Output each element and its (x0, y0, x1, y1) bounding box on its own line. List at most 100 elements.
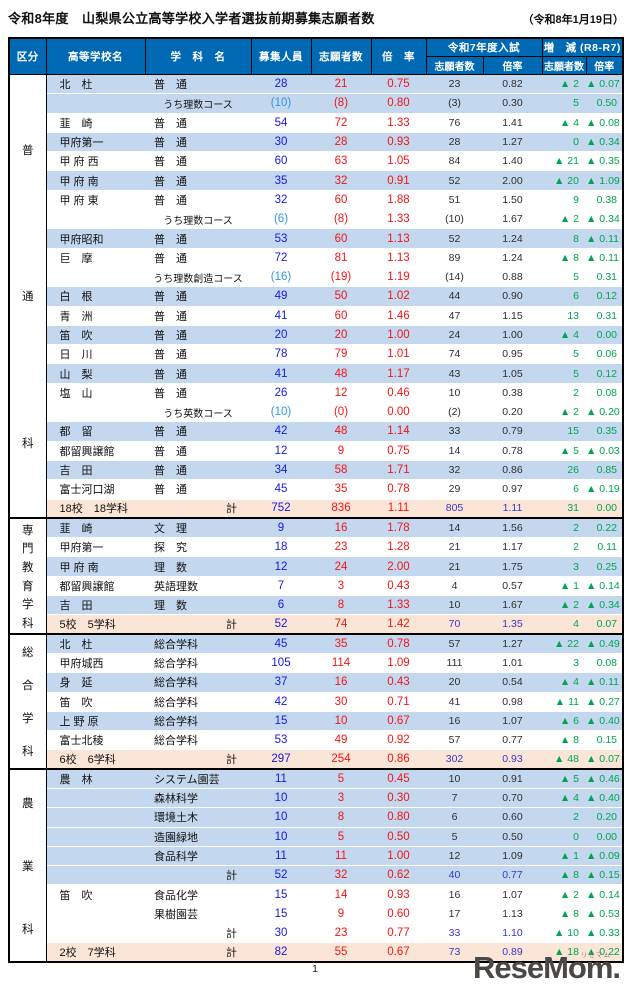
diff-ratio-value: ▲ 0.40 (586, 711, 624, 732)
diff-ratio-value: 0.31 (586, 267, 624, 288)
department-name: 計 (145, 749, 251, 770)
capacity-value: (16) (251, 267, 311, 288)
table-row: 5校 5学科計 52 74 1.42 70 1.35 4 0.07 (9, 614, 624, 635)
ratio-value: 1.01 (371, 344, 426, 365)
diff-applicants-value: ▲ 2 (542, 595, 586, 616)
col-header-school: 高等学校名 (45, 37, 146, 75)
capacity-value: 15 (251, 904, 311, 925)
diff-ratio-value: 0.31 (586, 306, 624, 326)
department-name: 理 数 (145, 595, 251, 616)
prev-ratio-value: 0.77 (483, 730, 542, 751)
diff-ratio-value: 0.07 (586, 614, 624, 635)
capacity-value: 28 (251, 74, 311, 95)
capacity-value: 30 (251, 132, 311, 153)
diff-ratio-value: ▲ 0.20 (586, 402, 624, 423)
department-name: 普 通 (145, 248, 251, 268)
prev-applicants-value: 52 (426, 170, 483, 191)
department-name: 森林科学 (145, 788, 251, 809)
capacity-value: 10 (251, 807, 311, 828)
applicants-value: 12 (311, 383, 371, 404)
col-header-category: 区分 (8, 37, 47, 75)
diff-ratio-value: 0.15 (586, 730, 624, 751)
diff-ratio-value: ▲ 0.53 (586, 904, 624, 925)
table-row: 富士北稜 総合学科 53 49 0.92 57 0.77 ▲ 8 0.15 (9, 730, 624, 751)
prev-applicants-value: 76 (426, 113, 483, 133)
school-name: 都 留 (46, 421, 145, 442)
prev-ratio-value: 1.07 (483, 884, 542, 905)
prev-applicants-value: 57 (426, 730, 483, 751)
ratio-value: 0.67 (371, 711, 426, 732)
prev-ratio-value: 0.98 (483, 692, 542, 712)
logo-text: ReseMom. (472, 950, 621, 985)
ratio-value: 0.43 (371, 576, 426, 597)
diff-applicants-value: ▲ 2 (542, 402, 586, 423)
prev-applicants-value: 44 (426, 286, 483, 307)
prev-ratio-value: 0.95 (483, 344, 542, 365)
school-name: 2校 7学科 (46, 942, 145, 963)
school-name: 北 杜 (46, 74, 145, 95)
col-header-diff-group: 増 減 (R8-R7) (541, 37, 624, 57)
prev-applicants-value: 33 (426, 923, 483, 944)
diff-applicants-value: ▲ 4 (542, 325, 586, 346)
prev-ratio-value: 1.24 (483, 228, 542, 249)
diff-ratio-value: 0.00 (586, 325, 624, 346)
prev-ratio-value: 1.56 (483, 518, 542, 539)
applicants-value: 14 (311, 884, 371, 905)
department-name: 総合学科 (145, 711, 251, 732)
col-header-applicants: 志願者数 (310, 37, 372, 75)
diff-ratio-value: 0.12 (586, 363, 624, 384)
prev-ratio-value: 1.17 (483, 537, 542, 558)
prev-ratio-value: 1.50 (483, 190, 542, 211)
department-name: 普 通 (145, 228, 251, 249)
category-label: 専門教育学科 (22, 524, 34, 630)
diff-ratio-value: ▲ 0.22 (586, 942, 624, 963)
ratio-value: 1.02 (371, 286, 426, 307)
department-name: 普 通 (145, 383, 251, 404)
prev-applicants-value: 41 (426, 692, 483, 712)
prev-ratio-value: 0.54 (483, 672, 542, 693)
school-name (46, 209, 145, 230)
diff-applicants-value: 3 (542, 653, 586, 674)
school-name: 吉 田 (46, 460, 145, 481)
ratio-value: 0.62 (371, 865, 426, 886)
diff-applicants-value: 5 (542, 93, 586, 114)
diff-applicants-value: 0 (542, 132, 586, 153)
department-name: 理 数 (145, 556, 251, 577)
prev-applicants-value: 47 (426, 306, 483, 326)
school-name: 富士北稜 (46, 730, 145, 751)
capacity-value: 60 (251, 151, 311, 172)
prev-ratio-value: 1.40 (483, 151, 542, 172)
col-header-ratio: 倍 率 (370, 37, 427, 75)
applicants-value: (0) (311, 402, 371, 423)
diff-applicants-value: 2 (542, 383, 586, 404)
department-name: 普 通 (145, 344, 251, 365)
applicants-value: 5 (311, 827, 371, 847)
ratio-value: 0.60 (371, 904, 426, 925)
prev-applicants-value: 21 (426, 537, 483, 558)
prev-applicants-value: 51 (426, 190, 483, 211)
prev-applicants-value: 21 (426, 556, 483, 577)
applicants-value: 21 (311, 74, 371, 95)
capacity-value: 45 (251, 634, 311, 654)
prev-applicants-value: 10 (426, 595, 483, 616)
capacity-value: 20 (251, 325, 311, 346)
school-name (46, 788, 145, 809)
prev-ratio-value: 2.00 (483, 170, 542, 191)
table-row: 日 川普 通 78 79 1.01 74 0.95 5 0.06 (9, 344, 624, 365)
col-header-capacity: 募集人員 (250, 37, 312, 75)
prev-applicants-value: 84 (426, 151, 483, 172)
diff-applicants-value: ▲ 4 (542, 672, 586, 693)
table-row: うち理数コース (10) (8) 0.80 (3) 0.30 5 0.50 (9, 93, 624, 114)
applicants-value: 35 (311, 479, 371, 500)
applicants-value: 28 (311, 132, 371, 153)
applicants-value: 16 (311, 518, 371, 539)
diff-ratio-value: ▲ 0.35 (586, 151, 624, 172)
capacity-value: 297 (251, 749, 311, 770)
admissions-table: 区分 高等学校名 学 科 名 募集人員 志願者数 倍 率 令和7年度入試 増 減… (8, 37, 625, 964)
school-name (46, 923, 145, 944)
table-row: 18校 18学科計 752 836 1.11 805 1.11 31 0.00 (9, 499, 624, 519)
capacity-value: (10) (251, 93, 311, 114)
prev-applicants-value: 74 (426, 344, 483, 365)
diff-applicants-value: 2 (542, 807, 586, 828)
diff-ratio-value: 0.50 (586, 93, 624, 114)
